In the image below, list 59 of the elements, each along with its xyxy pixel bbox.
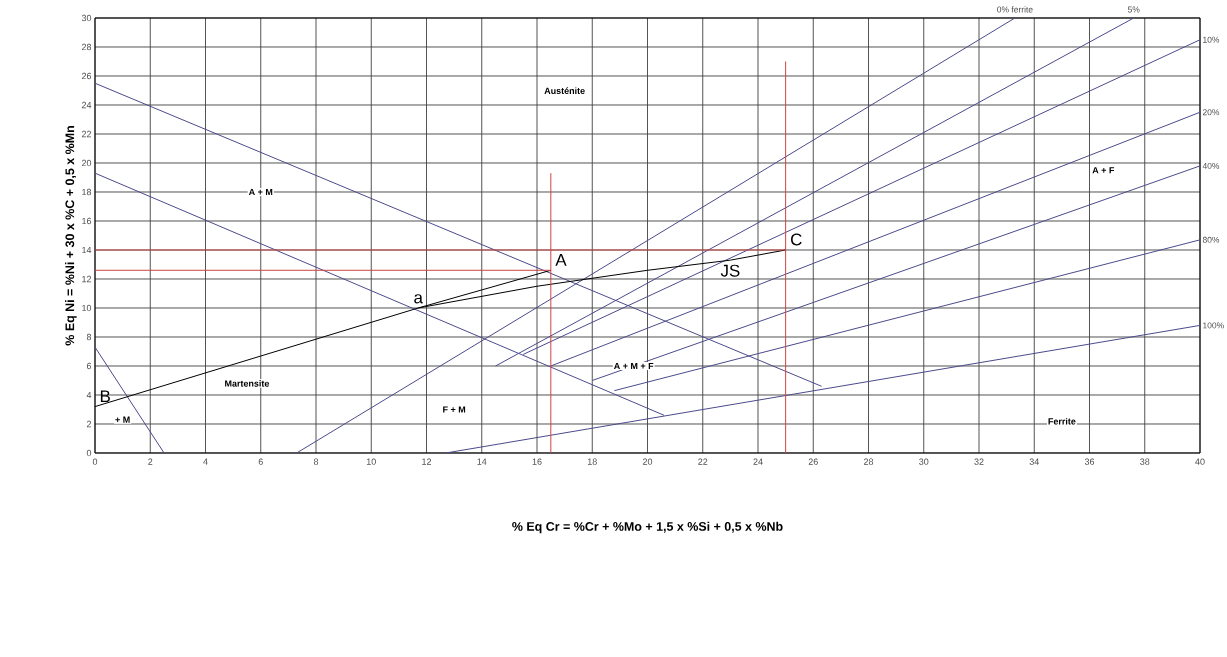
y-tick-label: 10 bbox=[82, 304, 92, 312]
series-label: 40% bbox=[1202, 162, 1220, 169]
x-tick-label: 16 bbox=[532, 458, 542, 465]
x-tick-label: 12 bbox=[422, 458, 432, 465]
y-tick-label: 4 bbox=[86, 391, 92, 399]
annotation: a bbox=[414, 294, 423, 304]
series-label: 100% bbox=[1203, 322, 1224, 329]
x-tick-label: 8 bbox=[313, 458, 319, 465]
x-tick-label: 4 bbox=[203, 458, 208, 465]
y-tick-label: 18 bbox=[82, 188, 92, 196]
x-tick-label: 20 bbox=[642, 458, 653, 465]
y-tick-label: 8 bbox=[86, 333, 92, 341]
x-tick-label: 30 bbox=[919, 458, 929, 465]
y-tick-label: 6 bbox=[86, 362, 92, 370]
y-axis-title: % Eq Ni = %Ni + 30 x %C + 0,5 x %Mn bbox=[65, 126, 77, 346]
annotation: A + M + F bbox=[613, 362, 654, 370]
x-tick-label: 26 bbox=[808, 458, 818, 465]
y-tick-label: 0 bbox=[86, 449, 92, 457]
annotation: A + M bbox=[248, 188, 273, 196]
annotation: F + M bbox=[443, 406, 466, 413]
y-tick-label: 12 bbox=[82, 275, 92, 283]
x-tick-label: 0 bbox=[92, 458, 98, 465]
y-tick-label: 28 bbox=[81, 43, 92, 51]
x-tick-label: 24 bbox=[753, 458, 763, 465]
y-tick-label: 30 bbox=[81, 14, 92, 22]
y-tick-label: 24 bbox=[81, 101, 92, 109]
series-label: 0% ferrite bbox=[997, 6, 1033, 13]
x-tick-label: 2 bbox=[148, 458, 153, 465]
annotation: Martensite bbox=[225, 380, 270, 387]
y-tick-label: 26 bbox=[81, 72, 92, 80]
y-tick-label: 2 bbox=[86, 420, 92, 428]
annotation: C bbox=[791, 233, 802, 246]
x-tick-label: 36 bbox=[1084, 458, 1095, 465]
annotation: Austénite bbox=[544, 87, 585, 94]
x-tick-label: 14 bbox=[477, 458, 487, 465]
x-tick-label: 38 bbox=[1140, 458, 1150, 465]
annotation: JS bbox=[720, 264, 740, 277]
series-label: 5% bbox=[1127, 6, 1140, 13]
x-tick-label: 28 bbox=[863, 458, 874, 465]
annotation: A bbox=[555, 254, 567, 266]
x-tick-label: 22 bbox=[698, 458, 708, 465]
y-tick-label: 16 bbox=[82, 217, 92, 225]
x-tick-label: 32 bbox=[974, 458, 984, 465]
x-tick-label: 6 bbox=[258, 458, 263, 465]
x-tick-label: 40 bbox=[1195, 458, 1205, 465]
annotation: + M bbox=[115, 416, 130, 423]
x-tick-label: 10 bbox=[366, 458, 376, 465]
series-label: 20% bbox=[1202, 109, 1220, 116]
series-label: 80% bbox=[1202, 236, 1220, 243]
x-axis-title: % Eq Cr = %Cr + %Mo + 1,5 x %Si + 0,5 x %Nb bbox=[512, 521, 783, 534]
y-tick-label: 20 bbox=[81, 159, 92, 167]
annotation: Ferrite bbox=[1048, 417, 1076, 425]
annotation: B bbox=[100, 390, 110, 403]
x-tick-label: 18 bbox=[587, 458, 597, 465]
series-label: 10% bbox=[1203, 36, 1220, 43]
annotation: A + F bbox=[1092, 167, 1115, 174]
y-tick-label: 14 bbox=[82, 246, 92, 254]
y-tick-label: 22 bbox=[81, 130, 92, 138]
x-tick-label: 34 bbox=[1029, 458, 1039, 465]
